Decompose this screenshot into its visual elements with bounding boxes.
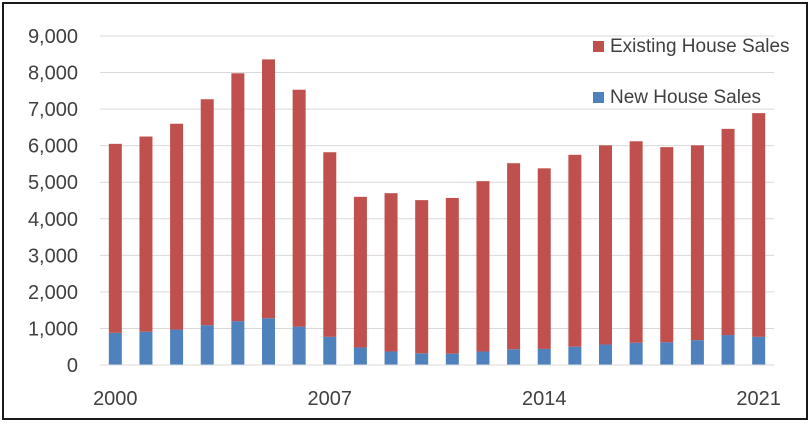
bar-new-house-sales-2007 [323,336,337,365]
bar-new-house-sales-2017 [629,342,643,365]
bar-existing-house-sales-2010 [415,200,429,354]
bar-existing-house-sales-2015 [568,154,582,347]
y-tick-label: 3,000 [28,245,78,267]
bar-new-house-sales-2010 [415,353,429,365]
y-tick-label: 5,000 [28,172,78,194]
bar-new-house-sales-2015 [568,346,582,365]
legend-label: Existing House Sales [610,36,790,57]
bar-new-house-sales-2003 [200,325,214,365]
y-tick-label: 7,000 [28,99,78,121]
bar-new-house-sales-2021 [752,336,766,365]
bar-existing-house-sales-2003 [200,99,214,326]
bar-existing-house-sales-2001 [139,136,153,332]
y-tick-label: 0 [67,355,78,377]
bars [108,59,766,365]
legend: Existing House Sales New House Sales [593,36,790,108]
bar-new-house-sales-2016 [599,344,612,365]
y-tick-label: 9,000 [28,26,78,48]
x-tick-label: 2007 [308,388,353,410]
x-tick-label: 2014 [522,388,567,410]
bar-new-house-sales-2018 [660,342,674,365]
bar-existing-house-sales-2021 [752,113,766,337]
bar-existing-house-sales-2004 [231,73,245,322]
bar-existing-house-sales-2018 [660,147,674,343]
bar-existing-house-sales-2000 [108,143,122,333]
bar-existing-house-sales-2012 [476,181,490,352]
y-tick-label: 4,000 [28,209,78,231]
y-axis: 0 1,000 2,000 3,000 4,000 5,000 6,000 7,000 8,00… [28,26,78,377]
legend-swatch [593,41,604,52]
chart-frame: 0 1,000 2,000 3,000 4,000 5,000 6,000 7,000 8,00… [2,2,808,420]
bar-new-house-sales-2014 [537,348,551,365]
bar-existing-house-sales-2011 [445,197,459,354]
bar-new-house-sales-2019 [690,340,704,365]
bar-existing-house-sales-2016 [599,145,612,345]
bar-existing-house-sales-2008 [353,196,367,348]
bar-new-house-sales-2002 [170,329,184,365]
x-tick-label: 2021 [736,388,781,410]
bar-new-house-sales-2008 [353,347,367,365]
stacked-bar-chart: 0 1,000 2,000 3,000 4,000 5,000 6,000 7,000 8,00… [28,26,790,410]
bar-existing-house-sales-2017 [629,141,643,343]
bar-new-house-sales-2020 [721,335,735,365]
bar-existing-house-sales-2019 [690,145,704,341]
bar-new-house-sales-2006 [292,326,306,365]
y-tick-label: 1,000 [28,318,78,340]
bar-new-house-sales-2012 [476,351,490,365]
bar-existing-house-sales-2013 [507,163,521,350]
bar-existing-house-sales-2014 [537,168,551,349]
bar-new-house-sales-2005 [262,318,275,365]
bar-existing-house-sales-2005 [262,59,275,319]
y-tick-label: 8,000 [28,63,78,85]
x-axis: 2000 2007 2014 2021 [93,364,781,410]
bar-existing-house-sales-2007 [323,152,337,337]
bar-existing-house-sales-2006 [292,89,306,327]
legend-label: New House Sales [610,87,761,108]
bar-new-house-sales-2009 [384,351,398,365]
x-tick-label: 2000 [93,388,138,410]
bar-new-house-sales-2000 [108,332,122,365]
bar-existing-house-sales-2009 [384,193,398,352]
bar-new-house-sales-2013 [507,349,521,365]
legend-swatch [593,92,604,103]
y-tick-label: 2,000 [28,282,78,304]
bar-new-house-sales-2001 [139,331,153,365]
bar-existing-house-sales-2020 [721,128,735,336]
bar-existing-house-sales-2002 [170,123,184,330]
bar-new-house-sales-2011 [445,353,459,365]
bar-new-house-sales-2004 [231,321,245,365]
y-tick-label: 6,000 [28,136,78,158]
